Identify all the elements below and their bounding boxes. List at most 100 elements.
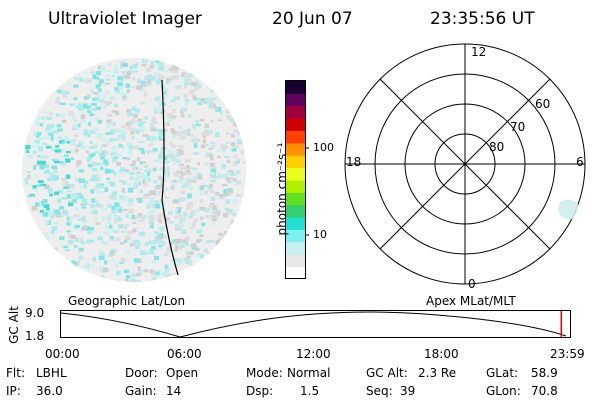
emission-pixel bbox=[90, 189, 95, 194]
emission-pixel bbox=[134, 145, 140, 150]
emission-pixel bbox=[120, 167, 126, 172]
emission-pixel bbox=[170, 99, 176, 103]
emission-pixel bbox=[170, 186, 175, 190]
emission-pixel bbox=[208, 239, 215, 243]
emission-pixel bbox=[120, 66, 124, 69]
emission-pixel bbox=[130, 163, 136, 167]
emission-pixel bbox=[92, 92, 99, 95]
emission-pixel bbox=[232, 199, 237, 204]
emission-pixel bbox=[57, 136, 63, 139]
status-value-mode: Normal bbox=[287, 366, 331, 380]
emission-pixel bbox=[187, 182, 192, 186]
emission-pixel bbox=[142, 269, 148, 273]
emission-pixel bbox=[46, 116, 52, 120]
emission-pixel bbox=[112, 122, 116, 126]
emission-pixel bbox=[185, 259, 192, 263]
emission-pixel bbox=[70, 139, 76, 142]
polar-emission-patch bbox=[558, 199, 578, 220]
emission-pixel bbox=[139, 250, 146, 256]
emission-pixel bbox=[85, 262, 89, 268]
emission-pixel bbox=[121, 70, 126, 75]
emission-pixel bbox=[181, 244, 185, 248]
emission-pixel bbox=[158, 101, 162, 107]
emission-pixel bbox=[156, 184, 161, 189]
emission-pixel bbox=[156, 96, 161, 101]
emission-pixel bbox=[157, 61, 164, 67]
emission-pixel bbox=[179, 175, 184, 180]
emission-pixel bbox=[73, 84, 79, 88]
emission-pixel bbox=[79, 195, 84, 199]
emission-pixel bbox=[97, 119, 103, 124]
emission-pixel bbox=[240, 150, 245, 154]
emission-pixel bbox=[199, 234, 204, 238]
emission-pixel bbox=[98, 81, 102, 86]
emission-pixel bbox=[211, 166, 217, 169]
emission-pixel bbox=[155, 273, 161, 277]
emission-pixel bbox=[54, 221, 60, 225]
emission-pixel bbox=[230, 142, 236, 147]
emission-pixel bbox=[235, 160, 240, 164]
emission-pixel bbox=[120, 61, 125, 65]
emission-pixel bbox=[183, 78, 190, 82]
emission-pixel bbox=[160, 226, 164, 232]
emission-pixel bbox=[199, 118, 205, 122]
emission-pixel bbox=[34, 202, 40, 207]
colorbar-band bbox=[286, 142, 306, 156]
emission-pixel bbox=[101, 274, 105, 280]
emission-pixel bbox=[95, 84, 100, 89]
emission-pixel bbox=[162, 69, 169, 73]
emission-pixel bbox=[146, 150, 150, 154]
emission-pixel bbox=[100, 253, 106, 256]
emission-pixel bbox=[173, 96, 180, 101]
emission-pixel bbox=[83, 183, 87, 189]
emission-pixel bbox=[84, 180, 89, 185]
emission-pixel bbox=[103, 231, 110, 235]
emission-pixel bbox=[31, 145, 37, 148]
emission-pixel bbox=[210, 179, 216, 183]
emission-pixel bbox=[194, 86, 200, 91]
emission-pixel bbox=[186, 255, 191, 259]
emission-pixel bbox=[136, 173, 143, 178]
emission-pixel bbox=[111, 75, 115, 78]
emission-pixel bbox=[210, 90, 216, 93]
emission-pixel bbox=[151, 121, 158, 125]
emission-pixel bbox=[103, 105, 107, 109]
emission-pixel bbox=[37, 180, 44, 184]
emission-pixel bbox=[163, 171, 168, 176]
emission-pixel bbox=[163, 94, 167, 100]
emission-pixel bbox=[97, 65, 101, 70]
emission-pixel bbox=[188, 186, 194, 191]
emission-pixel bbox=[210, 196, 216, 201]
emission-pixel bbox=[180, 75, 185, 78]
polar-label-70: 70 bbox=[510, 120, 526, 134]
emission-pixel bbox=[150, 270, 157, 276]
emission-pixel bbox=[169, 241, 173, 245]
emission-pixel bbox=[132, 240, 136, 245]
emission-pixel bbox=[169, 153, 176, 159]
emission-pixel bbox=[183, 81, 190, 86]
emission-pixel bbox=[232, 129, 239, 133]
emission-pixel bbox=[194, 80, 199, 83]
emission-pixel bbox=[158, 244, 163, 247]
emission-pixel bbox=[71, 197, 78, 200]
emission-pixel bbox=[82, 265, 86, 269]
emission-pixel bbox=[225, 132, 230, 135]
emission-pixel bbox=[74, 77, 78, 80]
emission-pixel bbox=[226, 109, 230, 115]
emission-pixel bbox=[94, 217, 98, 222]
emission-pixel bbox=[113, 215, 120, 218]
emission-pixel bbox=[210, 157, 214, 161]
emission-pixel bbox=[174, 131, 181, 134]
emission-pixel bbox=[96, 183, 102, 188]
emission-pixel bbox=[182, 197, 186, 202]
emission-pixel bbox=[121, 97, 127, 101]
emission-pixel bbox=[204, 207, 210, 213]
emission-pixel bbox=[221, 174, 228, 179]
emission-pixel bbox=[120, 242, 125, 245]
emission-pixel bbox=[70, 157, 75, 161]
emission-pixel bbox=[182, 239, 187, 243]
emission-pixel bbox=[201, 100, 205, 104]
emission-pixel bbox=[229, 176, 234, 181]
status-label-gain: Gain: bbox=[125, 384, 157, 398]
